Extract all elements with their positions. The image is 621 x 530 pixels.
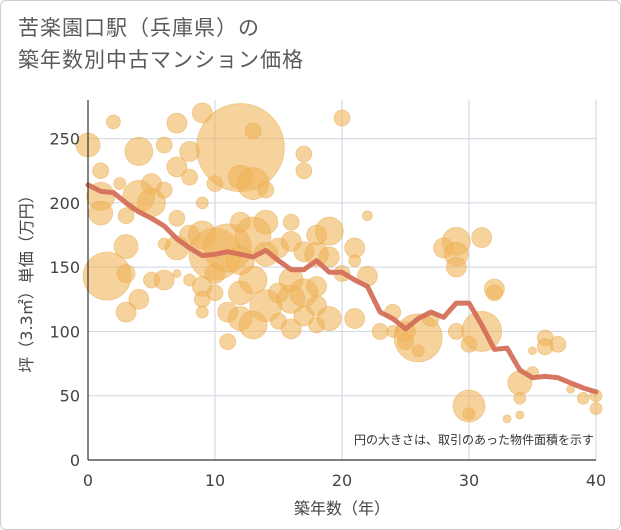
- bubble-point: [344, 308, 366, 329]
- bubble-point: [361, 210, 373, 222]
- bubble-point: [92, 162, 110, 180]
- bubble-point: [155, 181, 173, 199]
- chart-title-line2: 築年数別中古マンション価格: [18, 48, 304, 72]
- bubble-point: [295, 145, 313, 163]
- bubble-point: [318, 246, 340, 268]
- axes: [87, 100, 596, 461]
- x-axis-label: 築年数（年）: [294, 499, 390, 518]
- bubble-point: [128, 288, 150, 310]
- bubble-point: [166, 112, 188, 134]
- bubble-point: [452, 389, 486, 423]
- bubble-point: [485, 284, 503, 302]
- size-annotation: 円の大きさは、取引のあった物件面積を示す: [354, 432, 594, 447]
- bubble-point: [549, 335, 567, 353]
- bubble-point: [219, 333, 237, 351]
- bubble-point: [153, 269, 175, 291]
- y-tick-label: 50: [60, 387, 80, 406]
- y-tick-label: 200: [49, 194, 80, 213]
- bubble-point: [253, 209, 279, 235]
- bubble-point: [314, 216, 344, 246]
- trend-line: [85, 182, 599, 395]
- bubble-point: [371, 323, 389, 340]
- bubble-point: [316, 306, 342, 331]
- bubble-point: [238, 265, 268, 295]
- bubble-point: [195, 305, 209, 319]
- x-tick-label: 40: [586, 471, 606, 490]
- bubble-point: [117, 207, 135, 225]
- chart-title: 苦楽園口駅（兵庫県）の 築年数別中古マンション価格: [18, 12, 578, 76]
- bubble-point: [411, 344, 425, 358]
- bubble-point: [116, 264, 136, 283]
- bubble-point: [106, 114, 121, 130]
- bubble-point: [195, 196, 209, 210]
- x-tick-label: 0: [83, 471, 93, 490]
- bubble-point: [282, 213, 300, 231]
- tick-labels: 0 10 20 30 40 0 50 100 150 200 250: [49, 130, 606, 490]
- bubble-point: [244, 122, 262, 140]
- bubble-point: [513, 391, 527, 405]
- bubble-point: [295, 162, 313, 180]
- bubble-point: [191, 102, 213, 124]
- bubble-point: [471, 227, 493, 248]
- y-tick-label: 150: [49, 258, 80, 277]
- trend-series: [85, 182, 599, 395]
- bubble-point: [333, 109, 351, 127]
- bubble-point: [280, 318, 302, 340]
- x-tick-label: 10: [205, 471, 225, 490]
- y-tick-label: 0: [70, 451, 80, 470]
- bubble-point: [589, 402, 603, 415]
- y-tick-label: 100: [49, 322, 80, 341]
- bubble-point: [113, 234, 139, 259]
- y-tick-label: 250: [49, 130, 80, 149]
- bubble-point: [124, 137, 154, 166]
- bubble-point: [257, 181, 275, 199]
- bubble-point: [206, 284, 224, 302]
- bubble-point: [172, 269, 182, 278]
- bubble-point: [115, 301, 137, 323]
- bubble-point: [348, 254, 362, 268]
- bubble-point: [528, 346, 537, 356]
- bubble-point: [502, 414, 512, 424]
- x-tick-label: 20: [332, 471, 352, 490]
- bubble-point: [576, 391, 590, 405]
- bubble-point: [113, 177, 127, 190]
- bubble-point: [88, 200, 114, 226]
- bubble-point: [181, 168, 199, 186]
- bubble-point: [166, 156, 188, 178]
- bubble-point: [515, 410, 525, 420]
- bubble-point: [462, 407, 476, 421]
- bubble-point: [168, 209, 186, 227]
- bubble-point: [461, 311, 503, 352]
- chart-title-line1: 苦楽園口駅（兵庫県）の: [18, 16, 260, 40]
- y-axis-label: 坪（3.3㎡）単価（万円）: [17, 187, 36, 372]
- bubble-point: [306, 276, 328, 297]
- bubble-point: [155, 136, 173, 154]
- x-tick-label: 30: [459, 471, 479, 490]
- bubble-point: [445, 256, 467, 278]
